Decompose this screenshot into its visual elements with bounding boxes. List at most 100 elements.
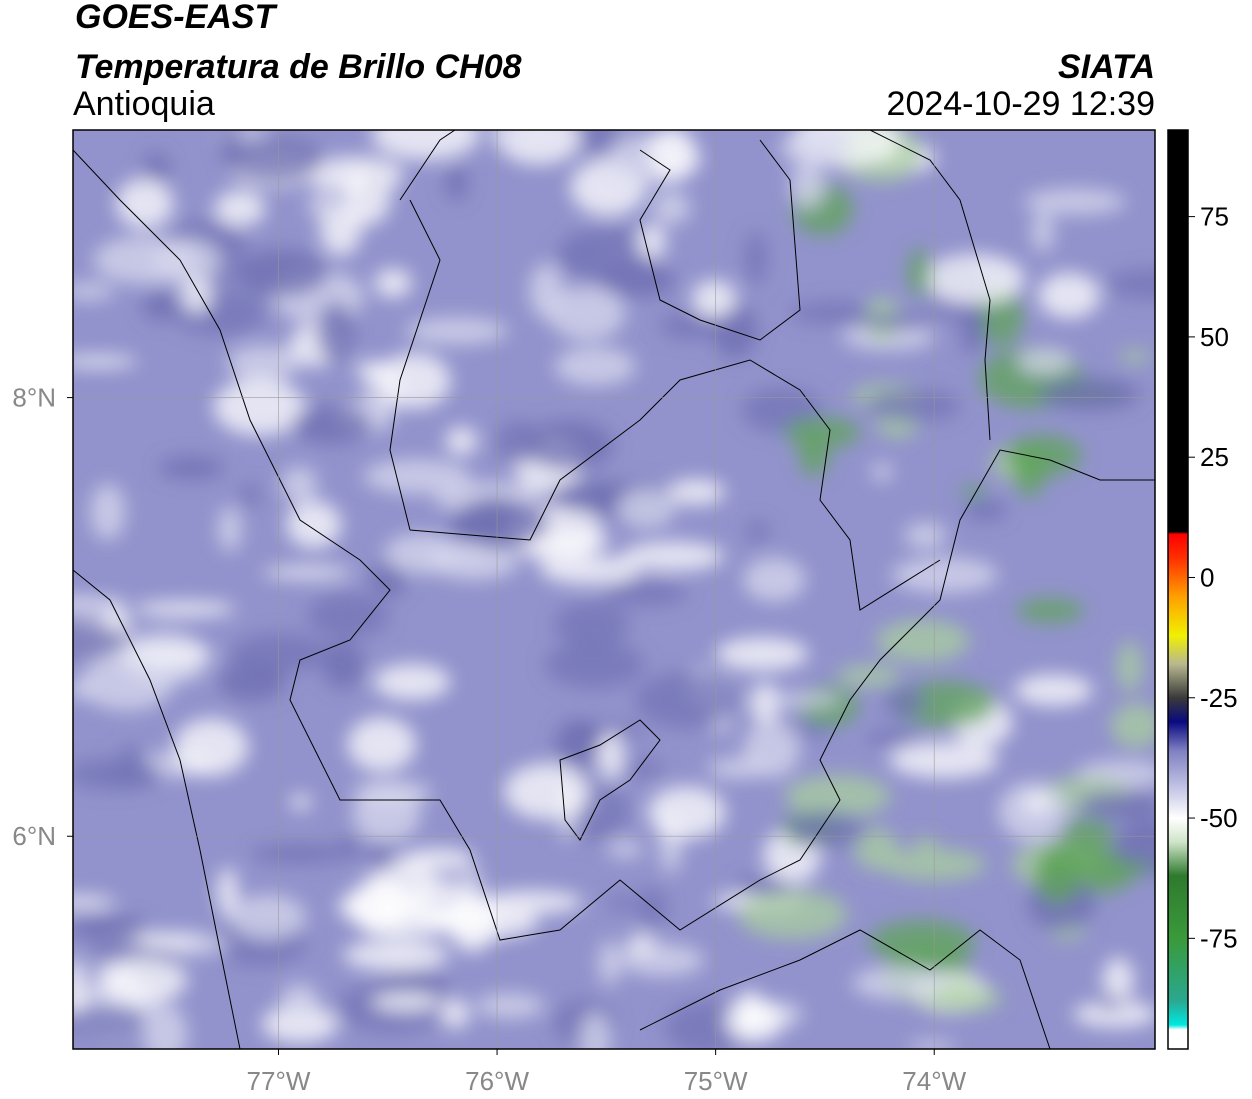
cloud-patch <box>459 545 490 560</box>
y-tick-label: 8°N <box>12 383 56 413</box>
subtitle: Temperatura de Brillo CH08 <box>75 48 522 86</box>
graticule <box>67 130 1155 1055</box>
cloud-patch <box>749 682 781 724</box>
cloud-patch <box>238 483 262 508</box>
region: Antioquia <box>73 85 215 123</box>
cloud-patch <box>606 895 639 911</box>
cloud-patch <box>261 1004 339 1044</box>
cloud-patch <box>544 640 645 689</box>
cloud-patch <box>441 998 470 1029</box>
cloud-patch <box>554 601 630 649</box>
cloud-patch <box>634 671 740 729</box>
cloud-patch <box>496 130 581 165</box>
x-tick-label: 76°W <box>465 1066 529 1096</box>
cloud-patch <box>1105 269 1155 300</box>
cloud-patch <box>667 478 726 506</box>
cloud-patch <box>342 939 450 971</box>
cloud-patch <box>852 966 948 1000</box>
cloud-patch <box>620 943 705 977</box>
cloud-patch <box>1059 818 1115 849</box>
cloud-patch <box>225 136 324 183</box>
cloud-patch <box>529 533 611 551</box>
cloud-patch <box>444 165 469 202</box>
cloud-patch <box>73 1004 148 1038</box>
cloud-patch <box>115 178 174 229</box>
boundaries <box>73 130 1155 1049</box>
cloud-patch <box>280 983 319 1015</box>
colorbar-tick-label: 75 <box>1200 202 1229 232</box>
cloud-patch <box>529 263 564 319</box>
cloud-patch <box>1096 995 1125 1011</box>
cloud-patch <box>659 311 720 340</box>
cloud-patch <box>691 279 737 318</box>
cloud-patch <box>217 506 242 552</box>
cloud-patch <box>866 388 961 423</box>
cloud-patch <box>1116 641 1144 693</box>
cloud-patch <box>1034 844 1080 906</box>
cloud-patch <box>607 839 643 858</box>
cloud-patch <box>579 1012 611 1049</box>
colorbar-tick-label: -25 <box>1200 683 1238 713</box>
cloud-patch <box>335 834 362 861</box>
cloud-patch <box>619 759 664 779</box>
cloud-patch <box>102 957 188 1003</box>
colorbar-tick-label: -50 <box>1200 803 1238 833</box>
colorbar-ticks: -75 -50 -25 0 25 50 75 <box>1188 202 1238 953</box>
boundary-line <box>639 130 991 441</box>
cloud-patch <box>891 556 999 594</box>
cloud-patch <box>475 992 545 1019</box>
cloud-patch <box>647 130 696 182</box>
map-frame <box>72 129 1156 1050</box>
cloud-patch <box>347 716 417 772</box>
cloud-patch <box>307 592 389 639</box>
datetime: 2024-10-29 12:39 <box>887 85 1155 123</box>
cloud-patch <box>554 346 636 387</box>
cloud-patch <box>707 757 767 780</box>
source: SIATA <box>1058 48 1155 86</box>
title: GOES-EAST <box>75 0 278 36</box>
cloud-patch <box>337 890 405 923</box>
cloud-patch <box>80 655 174 711</box>
x-tick-label: 77°W <box>247 1066 311 1096</box>
cloud-patch <box>371 991 441 1012</box>
cloud-patch <box>316 301 354 364</box>
colorbar <box>1167 129 1189 1050</box>
cloud-patch <box>854 827 899 871</box>
cloud-patch <box>374 268 412 298</box>
cloud-patch <box>875 619 971 663</box>
cloud-patch <box>214 190 266 227</box>
boundary-line <box>73 569 1051 1049</box>
cloud-patch <box>858 314 935 330</box>
cloud-patch <box>903 522 948 549</box>
cloud-patch <box>352 786 421 843</box>
cloud-patch <box>363 458 471 495</box>
cloud-patch <box>783 416 861 449</box>
cloud-patch <box>547 286 626 341</box>
cloud-patch <box>912 837 939 851</box>
cloud-patch <box>368 836 396 873</box>
cloud-patch <box>742 557 806 602</box>
cloud-patch <box>539 555 640 585</box>
cloud-patch <box>373 663 451 701</box>
y-tick-label: 6°N <box>12 821 56 851</box>
cloud-patch <box>745 520 771 543</box>
cloud-patch <box>404 317 509 345</box>
cloud-patch <box>621 541 725 571</box>
cloud-patch <box>1023 794 1050 813</box>
cloud-patch <box>923 253 1025 305</box>
boundary-line <box>559 719 661 841</box>
map-image <box>73 130 1155 1049</box>
colorbar-tick-label: 0 <box>1200 562 1214 592</box>
cloud-patch <box>557 226 660 284</box>
x-tick-label: 75°W <box>684 1066 748 1096</box>
cloud-patch <box>286 500 342 549</box>
cloud-patch <box>445 426 478 456</box>
cloud-patch <box>1118 349 1152 364</box>
cloud-patch <box>636 223 667 260</box>
cloud-patch <box>503 763 590 820</box>
cloud-patch <box>384 532 460 575</box>
cloud-texture <box>73 130 1155 1049</box>
cloud-patch <box>262 566 353 579</box>
cloud-patch <box>217 867 238 918</box>
cloud-patch <box>787 810 868 848</box>
